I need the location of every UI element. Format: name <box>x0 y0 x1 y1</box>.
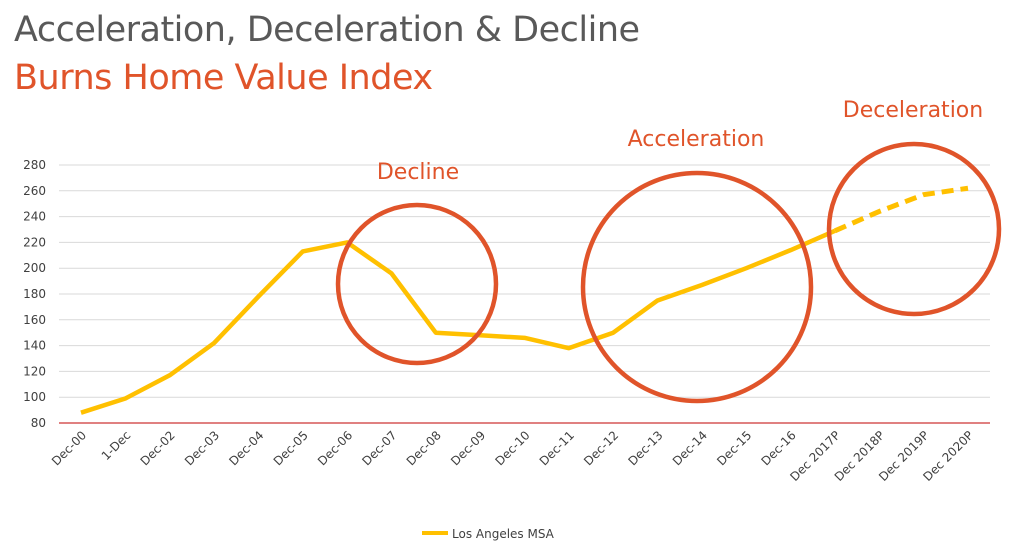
annotation-circle <box>335 202 499 366</box>
y-tick-label: 80 <box>31 416 46 430</box>
x-tick-label: Dec-05 <box>271 428 311 468</box>
annotation-circle <box>580 170 814 404</box>
gridlines <box>59 164 990 424</box>
y-tick-label: 200 <box>23 261 46 275</box>
series-line-projected <box>833 185 969 234</box>
legend-label: Los Angeles MSA <box>452 527 555 541</box>
x-tick-label: Dec-04 <box>226 428 266 468</box>
y-axis-ticks: 80 100 120 140 160 180 200 220 240 260 280 <box>23 158 46 430</box>
chart-subtitle: Burns Home Value Index <box>14 58 433 98</box>
x-tick-label: Dec-08 <box>404 428 444 468</box>
series-lines <box>80 185 969 415</box>
x-tick-label: 1-Dec <box>99 428 134 463</box>
x-tick-label: Dec-00 <box>49 428 89 468</box>
y-tick-label: 140 <box>23 339 46 353</box>
x-tick-label: Dec-13 <box>625 428 665 468</box>
y-tick-label: 280 <box>23 158 46 172</box>
y-tick-label: 120 <box>23 364 46 378</box>
y-tick-label: 220 <box>23 235 46 249</box>
annotation-label: Acceleration <box>628 127 765 152</box>
y-tick-label: 260 <box>23 184 46 198</box>
x-tick-label: Dec-12 <box>581 428 621 468</box>
x-axis-ticks: Dec-00 1-Dec Dec-02 Dec-03 Dec-04 Dec-05 Dec-0… <box>49 428 976 484</box>
y-tick-label: 160 <box>23 313 46 327</box>
x-tick-label: Dec-02 <box>138 428 178 468</box>
annotation-circle <box>826 141 1002 317</box>
x-tick-label: Dec-16 <box>759 428 799 468</box>
y-tick-label: 240 <box>23 210 46 224</box>
x-tick-label: Dec-10 <box>492 428 532 468</box>
x-tick-label: Dec-15 <box>714 428 754 468</box>
y-tick-label: 180 <box>23 287 46 301</box>
annotation-label: Decline <box>377 160 459 185</box>
x-tick-label: Dec-06 <box>315 428 355 468</box>
legend: Los Angeles MSA <box>422 527 555 541</box>
x-tick-label: Dec-07 <box>359 428 399 468</box>
x-tick-label: Dec-09 <box>448 428 488 468</box>
annotation-label: Deceleration <box>843 98 983 123</box>
y-tick-label: 100 <box>23 390 46 404</box>
annotation-circles: Decline Acceleration Deceleration <box>335 98 1002 404</box>
chart-title: Acceleration, Deceleration & Decline <box>14 10 640 50</box>
x-tick-label: Dec-14 <box>670 428 710 468</box>
x-tick-label: Dec-11 <box>537 428 577 468</box>
series-line-actual <box>80 228 836 415</box>
x-tick-label: Dec-03 <box>182 428 222 468</box>
